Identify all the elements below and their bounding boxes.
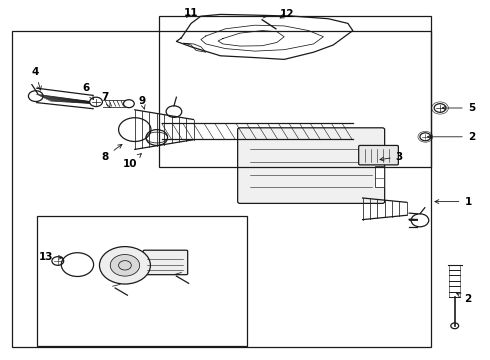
Text: 5: 5 (442, 103, 475, 113)
Text: 3: 3 (380, 152, 403, 162)
Text: 4: 4 (31, 67, 41, 90)
Text: 10: 10 (122, 154, 142, 169)
Circle shape (110, 255, 140, 276)
Circle shape (90, 97, 102, 107)
Bar (375, 166, 384, 187)
Text: 8: 8 (102, 144, 122, 162)
Text: 11: 11 (184, 8, 198, 18)
FancyBboxPatch shape (143, 250, 188, 275)
Text: 6: 6 (82, 83, 94, 99)
Bar (37, 216, 247, 346)
Text: 9: 9 (139, 96, 146, 109)
Bar (159, 16, 431, 167)
Text: 2: 2 (457, 293, 471, 304)
Text: 7: 7 (101, 92, 110, 108)
Text: 1: 1 (435, 197, 471, 207)
Text: 2: 2 (428, 132, 475, 142)
Text: 12: 12 (279, 9, 294, 19)
FancyBboxPatch shape (238, 128, 385, 203)
FancyBboxPatch shape (359, 145, 398, 165)
Circle shape (99, 247, 150, 284)
Bar (12, 31, 431, 347)
Text: 13: 13 (39, 252, 62, 262)
